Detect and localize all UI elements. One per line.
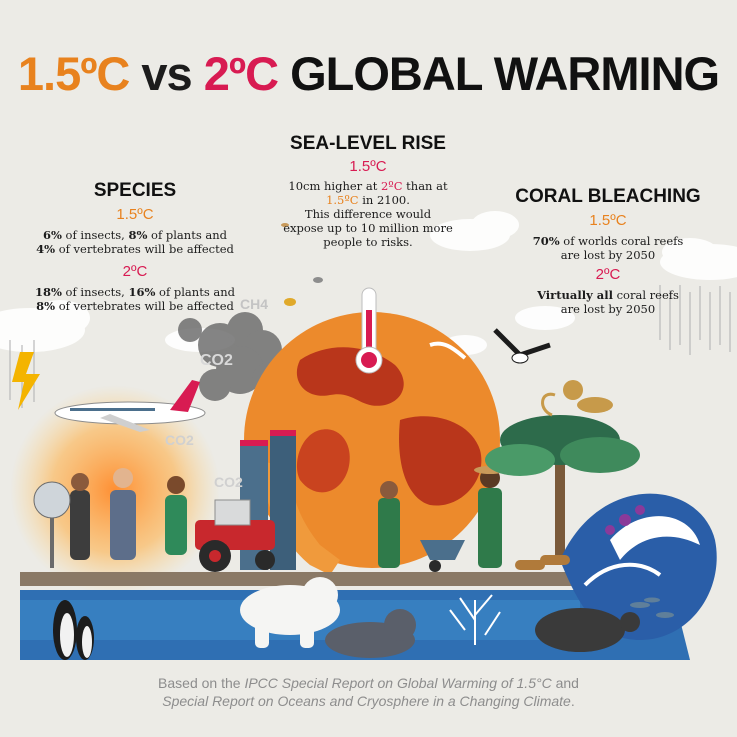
turtle-icon: [535, 608, 640, 652]
fish-icon: [630, 597, 674, 618]
title-global-warming: GLOBAL WARMING: [290, 47, 720, 100]
flowers: [605, 505, 645, 535]
sea-level-heading: SEA-LEVEL RISE: [290, 133, 446, 154]
species-high-text: 18% of insects, 16% of plants and 8% of …: [34, 285, 236, 313]
title-2: 2ºC: [203, 47, 279, 100]
co2-label-a: CO2: [200, 352, 233, 369]
tractor-icon: [195, 499, 275, 572]
ch4-label: CH4: [240, 296, 269, 312]
coral-high-text: Virtually all coral reefs are lost by 20…: [537, 288, 679, 316]
smoke: [178, 312, 288, 401]
sea-level-text: 10cm higher at 2ºC than at 1.5ºC in 2100…: [283, 179, 453, 249]
monkey-icon: [541, 380, 613, 417]
trees: [485, 415, 640, 560]
farmers: [378, 466, 506, 572]
co2-label-c: CO2: [214, 474, 243, 490]
coral-heading: CORAL BLEACHING: [515, 186, 701, 207]
title-1-5: 1.5ºC: [17, 47, 130, 100]
species-low-label: 1.5ºC: [116, 206, 154, 223]
seagull-icon: [429, 341, 467, 360]
ground: [20, 572, 580, 586]
species-heading: SPECIES: [93, 180, 177, 201]
logs: [515, 555, 570, 570]
insects: [281, 223, 323, 306]
lightning-icon: [12, 352, 40, 410]
walrus-icon: [325, 609, 416, 658]
coral-icon: [449, 594, 501, 645]
thermometer-icon: [355, 287, 383, 374]
page-title: 1.5ºC vs 2ºC GLOBAL WARMING: [0, 44, 737, 104]
penguin-icon: [53, 600, 94, 660]
species-high-label: 2ºC: [122, 263, 148, 280]
sea-level-label: 1.5ºC: [349, 158, 387, 175]
airplane-icon: [54, 380, 206, 432]
polar-bear-icon: [240, 577, 340, 648]
title-vs: vs: [141, 47, 192, 100]
coral-high-label: 2ºC: [595, 266, 621, 283]
coral-low-text: 70% of worlds coral reefs are lost by 20…: [532, 234, 684, 262]
people-group: [33, 468, 187, 568]
co2-label-b: CO2: [165, 432, 194, 448]
coral-low-label: 1.5ºC: [589, 212, 627, 229]
source-footer: Based on the IPCC Special Report on Glob…: [158, 675, 579, 709]
bird-icon: [493, 328, 551, 364]
species-low-text: 6% of insects, 8% of plants and 4% of ve…: [36, 228, 234, 256]
